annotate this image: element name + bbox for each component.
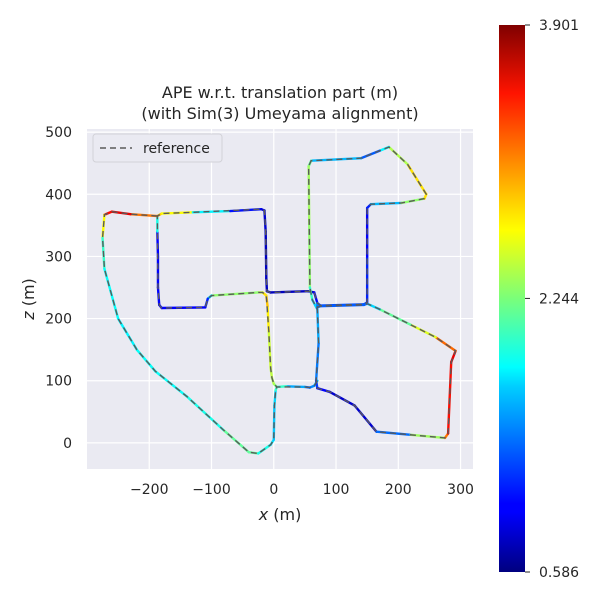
reference-path xyxy=(156,146,457,439)
colorbar-tick-label: 2.244 xyxy=(539,291,579,307)
grid-lines xyxy=(87,129,473,469)
trajectory-segment xyxy=(369,201,403,206)
chart-title-line1: APE w.r.t. translation part (m) xyxy=(162,83,398,102)
plot-area xyxy=(87,129,473,469)
colorbar-tick-label: 3.901 xyxy=(539,18,579,34)
y-axis-label: z (m) xyxy=(19,278,38,321)
trajectory-segment xyxy=(409,433,447,440)
colorbar-tick-label: 0.586 xyxy=(539,565,579,581)
x-axis-label: x (m) xyxy=(258,505,302,524)
trajectory-segment xyxy=(307,165,311,227)
y-tick-label: 400 xyxy=(45,187,72,203)
tick-labels: −200 −100 0 100 200 300 0 100 200 300 400 500 xyxy=(45,125,474,498)
trajectory-segment xyxy=(387,145,409,166)
chart-title-line2: (with Sim(3) Umeyama alignment) xyxy=(141,104,418,123)
x-tick-label: 0 xyxy=(269,482,278,498)
data-layer xyxy=(101,145,457,455)
y-tick-label: 0 xyxy=(63,436,72,452)
y-tick-label: 500 xyxy=(45,125,72,141)
trajectory-segment xyxy=(308,224,312,289)
trajectory-segment xyxy=(406,163,428,196)
colorbar-ticks: 0.586 2.244 3.901 xyxy=(525,18,579,581)
x-tick-label: 200 xyxy=(385,482,412,498)
legend-box xyxy=(92,133,223,163)
x-tick-label: −200 xyxy=(130,482,168,498)
legend-label: reference xyxy=(143,141,210,157)
y-tick-label: 100 xyxy=(45,374,72,390)
legend: reference xyxy=(92,133,223,163)
trajectory-segment xyxy=(328,390,356,407)
colorbar-gradient xyxy=(499,25,525,572)
x-tick-label: −100 xyxy=(192,482,230,498)
y-tick-label: 200 xyxy=(45,312,72,328)
x-tick-label: 100 xyxy=(323,482,350,498)
colorbar: 0.586 2.244 3.901 xyxy=(499,18,579,581)
y-tick-label: 300 xyxy=(45,249,72,265)
x-tick-label: 300 xyxy=(447,482,474,498)
reference-outer-loop xyxy=(101,210,278,455)
